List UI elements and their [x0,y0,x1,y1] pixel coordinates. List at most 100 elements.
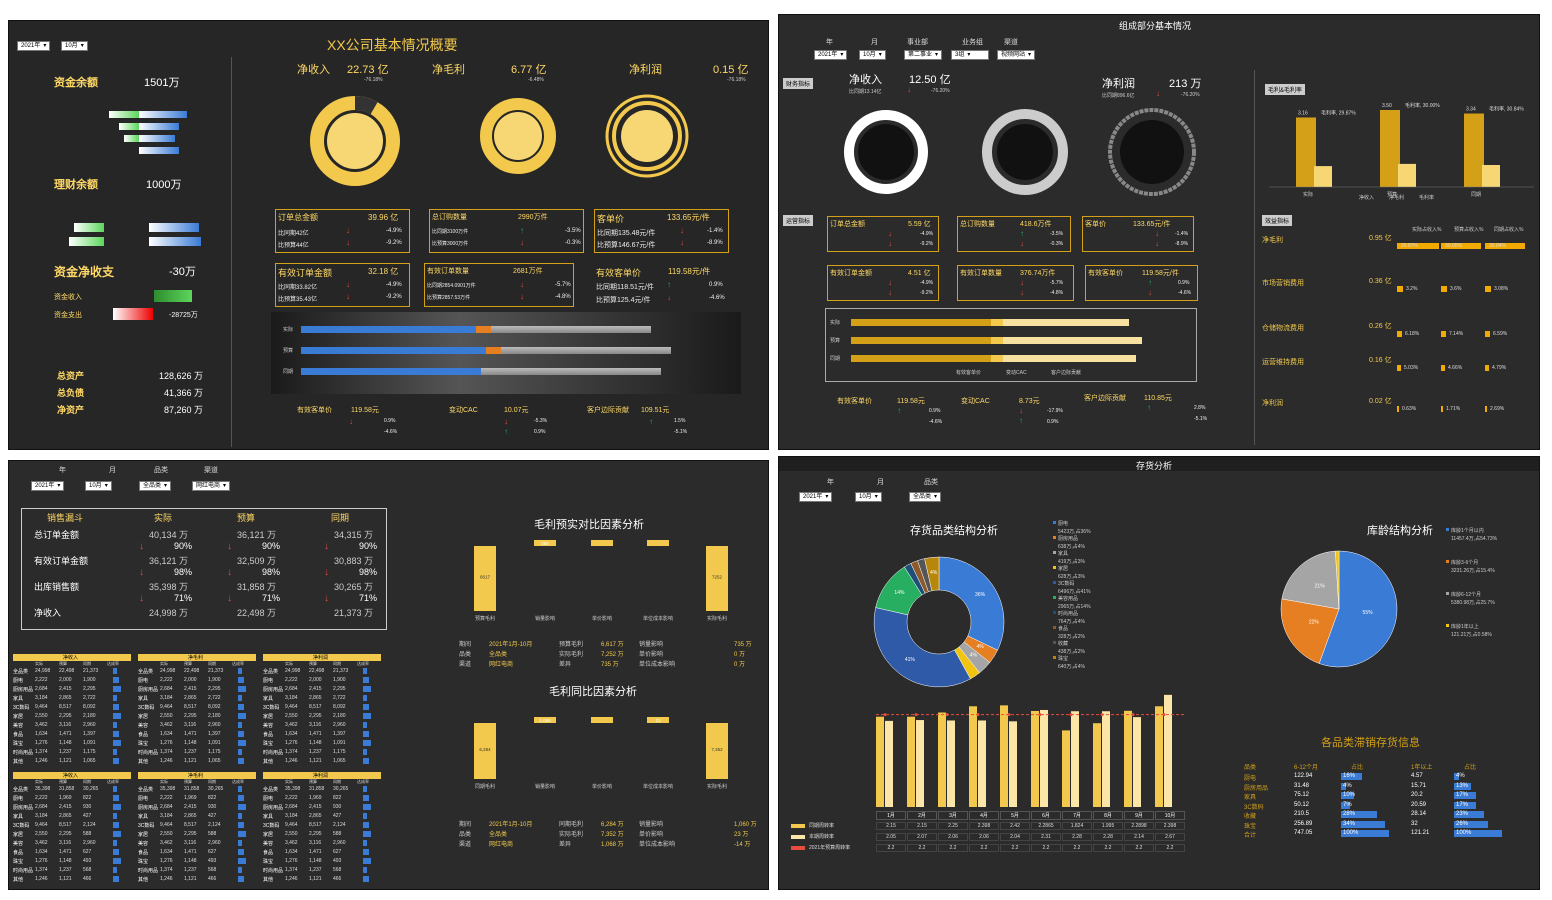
card-value: 418.6万件 [1020,221,1052,228]
donut-slice-label: 4% [930,570,938,576]
info-label: 渠道 [459,662,472,668]
card-pct: -8.9% [707,240,723,246]
table-cell: 2,124 [208,822,221,828]
ring-profit [612,101,682,171]
category-select[interactable]: 全品类 [139,481,172,491]
kpi-card: 总订购数量 2990万件 比同期3100万件 ↑ -3.5% 比预算3000万件… [429,209,584,253]
channel-select[interactable]: 视频网站 [997,50,1036,60]
year-select[interactable]: 2021年 [799,492,833,502]
table-cell: 1,900 [333,677,346,683]
group-select[interactable]: 3组 [951,50,989,60]
year-select[interactable]: 2021年 [17,41,51,51]
p2-rings [844,108,1196,196]
waterfall-category: 销量影响 [535,615,555,622]
month-select[interactable]: 10月 [859,50,886,60]
filter-label: 业务组 [962,39,983,46]
funnel-value: 34,315 万 [334,530,374,540]
slow-bar [1341,811,1378,818]
month-select[interactable]: 10月 [855,492,882,502]
cash-in-label: 资金收入 [54,294,82,301]
table-bar [113,867,117,873]
card-value: 119.58元/件 [1142,270,1179,277]
eff-value: 0.36 亿 [1369,278,1392,285]
card-pct: -3.5% [1050,231,1064,237]
year-select[interactable]: 2021年 [814,50,848,60]
eff-label: 净利润 [1262,400,1283,407]
gm-category-label: 预算 [1387,191,1397,198]
table-cell: 2,000 [59,677,72,683]
table-cell: 21,373 [208,668,224,674]
eff-pct: 30.00% [1445,243,1462,249]
slow-cell: 50.12 [1294,801,1310,808]
table-cell: 1,900 [208,677,221,683]
slow-head: 1年以上 [1411,765,1433,771]
table-cell: 2,415 [309,686,322,692]
table-row-label: 美容 [138,841,149,847]
down-arrow-icon: ↓ [888,239,892,248]
table-cell: 1,246 [160,876,173,882]
card-row: 比同期33.82亿 [278,285,318,291]
table-cell: 2,550 [285,831,298,837]
table-col-label: 实际 [35,661,43,666]
table-cell: 2,550 [35,831,48,837]
table-cell: 493 [208,858,217,864]
year-select[interactable]: 2021年 [31,481,65,491]
slow-head: 占比 [1464,765,1477,771]
table-cell: 627 [333,849,342,855]
turnover-month: 3月 [938,811,968,820]
category-select[interactable]: 全品类 [909,492,942,502]
slow-head: 品类 [1244,765,1257,771]
slow-bar [1341,773,1362,780]
table-row-label: 厨房用品 [13,687,34,693]
table-cell: 2,295 [59,831,72,837]
turnover-cell: 2.06 [938,833,968,841]
table-cell: 568 [83,867,92,873]
eff-label: 仓储物流费用 [1262,325,1304,332]
donut-title: 存货品类结构分析 [910,525,998,537]
table-row-label: 食品 [13,850,24,856]
month-select[interactable]: 10月 [85,481,112,491]
eff-label: 运营维持费用 [1262,359,1304,366]
eff-head: 同期占收入% [1494,227,1524,233]
table-row-label: 时尚用品 [13,868,34,874]
table-cell: 30,265 [333,786,349,792]
table-bar [363,749,367,755]
gm-category-label: 同期 [1471,192,1481,198]
table-cell: 1,969 [184,795,197,801]
info-value: 全品类 [489,652,508,658]
card-pct: -4.9% [386,228,402,234]
table-row-label: 3C数码 [263,705,280,711]
table-header-bar [263,654,381,661]
table-row-label: 家具 [138,696,149,702]
down-arrow-icon: ↓ [1155,239,1159,248]
bar-budget-cac [991,337,1003,344]
bar-panel: 实际 预算 同期 有效客单价 变动CAC 客户边际贡献 [825,308,1197,382]
turnover-cell: 2.2 [876,844,906,852]
table-cell: 2,684 [35,686,48,692]
channel-select[interactable]: 网红电商 [192,481,231,491]
turnover-cell: 2.2 [1062,844,1092,852]
slow-cell: 34% [1343,820,1356,827]
table-bar [238,677,244,683]
finance-balance-value: 1000万 [146,179,182,191]
down-arrow-icon: ↓ [346,280,350,289]
gm-bar-income [1464,113,1484,187]
table-row-label: 其他 [263,759,274,765]
pie-slice [1280,598,1340,664]
donut-legend-item: 厨房用品 [1058,536,1079,542]
table-row-label: 厨电 [13,678,24,684]
gm-legend: 净收入 [1359,195,1375,201]
table-bar [238,695,242,701]
table-cell: 3,116 [59,722,72,728]
up-arrow-icon: ↑ [1147,403,1151,412]
bar-blue [139,123,179,130]
gm-margin-label: 毛利率, 29.87% [1321,109,1356,116]
turnover-cell: 2.15 [907,822,937,830]
turnover-bar-lastyear [969,706,977,807]
month-select[interactable]: 10月 [61,41,88,51]
pie-slice [1281,550,1340,610]
table-cell: 24,998 [285,668,301,674]
bar-lastyear [851,355,991,362]
gm-bar-gross [1398,163,1416,187]
division-select[interactable]: 第二事业 [904,50,943,60]
